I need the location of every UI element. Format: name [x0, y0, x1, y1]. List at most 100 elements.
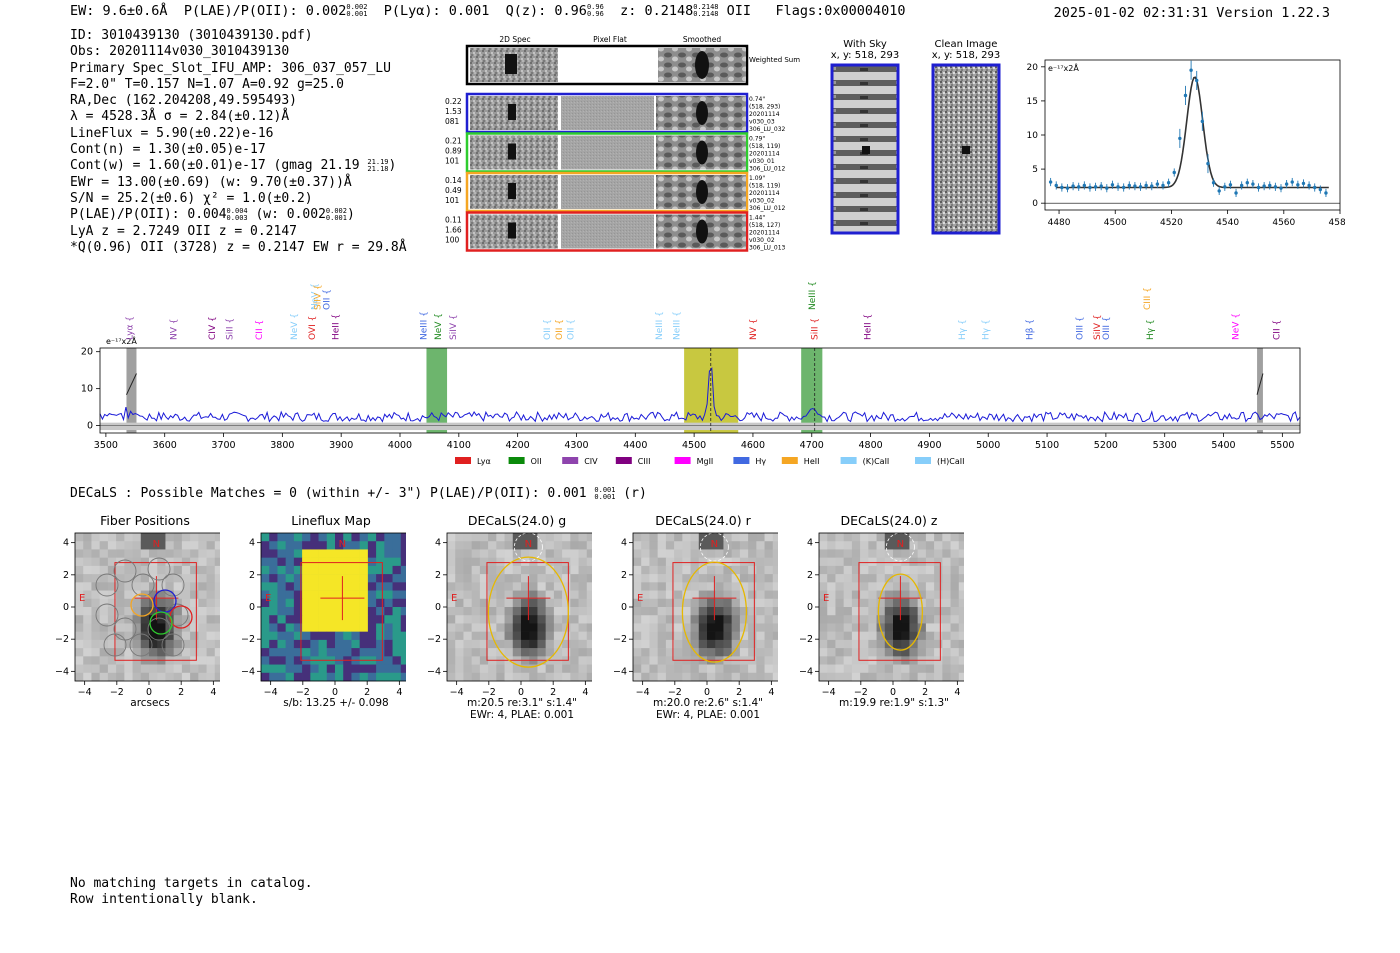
image-pixel	[488, 549, 497, 558]
image-pixel	[512, 607, 522, 616]
cutout-right-label: (518, 293)	[749, 104, 780, 111]
lineflux-pixel	[261, 557, 270, 567]
lineflux-pixel	[293, 623, 303, 632]
image-pixel	[731, 541, 741, 550]
image-pixel	[772, 607, 778, 616]
decals-footer-line: arcsecs	[130, 697, 170, 709]
image-pixel	[116, 574, 125, 583]
image-pixel	[214, 615, 220, 624]
image-pixel	[570, 648, 579, 657]
image-pixel	[665, 672, 675, 682]
image-pixel	[851, 656, 861, 665]
image-pixel	[819, 672, 828, 682]
lineflux-pixel	[335, 623, 344, 632]
image-pixel	[75, 623, 84, 632]
image-pixel	[545, 623, 555, 632]
image-pixel	[471, 565, 481, 575]
image-pixel	[107, 557, 117, 567]
lineflux-pixel	[293, 598, 303, 608]
fit-data-point	[1105, 186, 1109, 190]
image-pixel	[198, 656, 207, 665]
image-pixel	[512, 672, 522, 682]
lineflux-pixel	[285, 615, 295, 624]
image-pixel	[99, 664, 109, 674]
image-pixel	[181, 631, 191, 641]
image-pixel	[682, 648, 691, 657]
image-pixel	[690, 623, 700, 632]
lineflux-pixel	[310, 565, 319, 575]
image-pixel	[868, 549, 877, 558]
image-pixel	[504, 549, 514, 558]
decals-y-tick-label: −2	[55, 634, 69, 645]
image-pixel	[876, 615, 886, 624]
legend-swatch	[781, 457, 798, 464]
lineflux-pixel	[277, 598, 286, 608]
image-pixel	[723, 590, 732, 600]
image-pixel	[942, 533, 951, 542]
lineflux-pixel	[343, 541, 352, 550]
lineflux-pixel	[310, 598, 319, 608]
image-pixel	[934, 565, 943, 575]
image-pixel	[190, 590, 199, 600]
flags-value: Flags:0x00004010	[775, 3, 906, 19]
image-pixel	[925, 607, 935, 616]
lineflux-pixel	[335, 533, 344, 542]
spectral-line-label: SiII {	[811, 318, 821, 340]
image-pixel	[521, 672, 530, 682]
image-pixel	[124, 574, 133, 583]
image-pixel	[521, 598, 530, 608]
lineflux-pixel	[392, 549, 402, 558]
lineflux-pixel	[302, 607, 311, 616]
lineflux-pixel	[318, 574, 328, 583]
spectral-line-label-upper: NeV {	[311, 283, 321, 310]
lineflux-pixel	[400, 565, 406, 575]
decals-y-tick-label: 0	[249, 602, 255, 613]
cutout-left-label: 0.21	[445, 137, 462, 146]
image-pixel	[649, 664, 658, 674]
decals-x-tick-label: −4	[822, 687, 836, 698]
image-pixel	[657, 631, 667, 641]
east-label: E	[79, 593, 85, 604]
image-pixel	[633, 664, 642, 674]
image-pixel	[748, 565, 757, 575]
image-pixel	[698, 565, 708, 575]
cutout-right-label: v030_02	[749, 237, 775, 244]
image-pixel	[537, 607, 546, 616]
image-pixel	[633, 565, 642, 575]
image-pixel	[690, 590, 700, 600]
image-pixel	[835, 541, 844, 550]
image-pixel	[570, 549, 579, 558]
lineflux-pixel	[400, 598, 406, 608]
image-pixel	[165, 664, 174, 674]
image-pixel	[455, 623, 464, 632]
image-pixel	[206, 574, 216, 583]
image-pixel	[925, 648, 935, 657]
image-pixel	[586, 648, 592, 657]
image-pixel	[827, 574, 836, 583]
image-pixel	[731, 574, 741, 583]
image-pixel	[91, 541, 100, 550]
fit-y-tick-label: 15	[1027, 97, 1038, 107]
col-2d-label: 2D Spec	[499, 35, 530, 44]
image-pixel	[851, 582, 861, 591]
spectrum-x-tick-label: 4800	[858, 440, 882, 451]
image-pixel	[83, 582, 92, 591]
cutout-right-label: 20201114	[749, 151, 780, 158]
image-pixel	[198, 607, 207, 616]
image-pixel	[586, 541, 592, 550]
image-pixel	[819, 541, 828, 550]
image-pixel	[942, 565, 951, 575]
lineflux-pixel	[343, 664, 352, 674]
image-pixel	[471, 598, 481, 608]
image-pixel	[190, 582, 199, 591]
image-pixel	[570, 582, 579, 591]
image-pixel	[884, 607, 894, 616]
image-pixel	[715, 574, 724, 583]
image-pixel	[665, 541, 675, 550]
image-pixel	[455, 574, 464, 583]
lineflux-pixel	[285, 582, 295, 591]
image-pixel	[657, 623, 667, 632]
image-pixel	[851, 549, 861, 558]
image-pixel	[764, 656, 774, 665]
image-pixel	[934, 541, 943, 550]
